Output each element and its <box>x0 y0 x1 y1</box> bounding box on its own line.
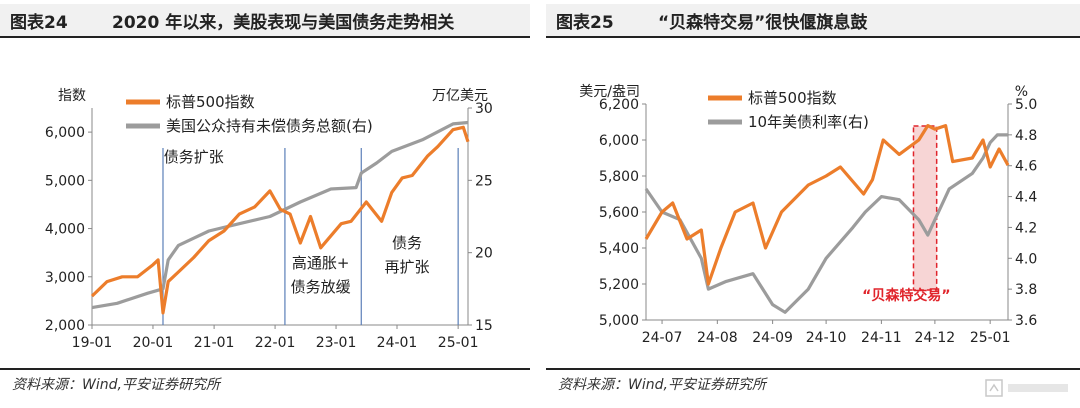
figure-number: 图表24 <box>10 12 68 33</box>
x-tick-label: 24-12 <box>915 330 956 346</box>
figure-title-bar: 图表24 2020 年以来，美股表现与美国债务走势相关 <box>0 4 530 38</box>
x-tick-label: 19-01 <box>72 335 113 351</box>
legend-label: 标普500指数 <box>748 89 837 107</box>
y-axis-label-left: 美元/盎司 <box>579 84 640 100</box>
y-tick-label-left: 5,200 <box>599 277 639 293</box>
y-tick-label-right: 3.8 <box>1015 282 1037 298</box>
y-tick-label-right: 5.0 <box>1015 97 1037 113</box>
chart-panel-right: 图表25 “贝森特交易”很快偃旗息鼓 5,000 5,200 5,400 5,600 5… <box>546 0 1080 408</box>
y-tick-label-left: 3,000 <box>45 270 85 286</box>
y-tick-label-left: 2,000 <box>45 318 85 334</box>
y-tick-label-right: 4.0 <box>1015 251 1037 267</box>
annotation-bessent-trade: “贝森特交易” <box>862 287 950 304</box>
y-axis-label-left: 指数 <box>58 88 86 104</box>
y-tick-label-right: 3.6 <box>1015 313 1037 329</box>
x-tick-label: 24-09 <box>752 330 793 346</box>
y-tick-label-left: 6,000 <box>45 125 85 141</box>
source-note: 资料来源：Wind,平安证券研究所 <box>0 368 530 400</box>
x-tick-label: 22-01 <box>255 335 296 351</box>
y-tick-label-left: 5,600 <box>599 205 639 221</box>
y-tick-label-left: 6,000 <box>599 133 639 149</box>
figure-number: 图表25 <box>556 12 614 33</box>
annotation-re-expansion: 再扩张 <box>385 258 430 276</box>
x-tick-label: 24-11 <box>861 330 902 346</box>
y-tick-label-right: 4.2 <box>1015 220 1037 236</box>
y-axis-label-right: % <box>1015 84 1028 100</box>
y-axis-label-right: 万亿美元 <box>432 88 488 104</box>
annotation-debt: 债务 <box>392 234 422 252</box>
x-tick-label: 24-10 <box>806 330 847 346</box>
legend-label: 美国公众持有未偿债务总额(右) <box>166 117 373 135</box>
x-tick-label: 24-08 <box>697 330 738 346</box>
y-tick-label-left: 5,000 <box>599 313 639 329</box>
series-line <box>644 123 1010 286</box>
highlight-box <box>912 125 938 291</box>
y-tick-label-right: 4.8 <box>1015 128 1037 144</box>
y-tick-label-right: 20 <box>475 246 493 262</box>
chart-panel-left: 图表24 2020 年以来，美股表现与美国债务走势相关 2,000 3,000 4,… <box>0 0 530 408</box>
y-tick-label-right: 15 <box>475 318 493 334</box>
x-tick-label: 20-01 <box>133 335 174 351</box>
watermark-logo <box>984 376 1074 400</box>
x-tick-label: 21-01 <box>194 335 235 351</box>
annotation-debt-expansion: 债务扩张 <box>164 148 224 166</box>
y-tick-label-right: 25 <box>475 173 493 189</box>
annotation-debt-slowdown: 债务放缓 <box>291 278 351 296</box>
watermark-icon <box>985 379 1068 397</box>
x-tick-label: 24-07 <box>642 330 683 346</box>
x-tick-label: 24-01 <box>377 335 418 351</box>
y-tick-label-right: 4.6 <box>1015 159 1037 175</box>
source-note: 资料来源：Wind,平安证券研究所 <box>546 368 1080 400</box>
y-tick-label-right: 4.4 <box>1015 190 1037 206</box>
series-line <box>91 120 469 310</box>
chart-right-svg: 5,000 5,200 5,400 5,600 5,800 6,000 6,200 3.6 3.… <box>579 84 1037 346</box>
x-tick-label: 23-01 <box>316 335 357 351</box>
y-tick-label-left: 4,000 <box>45 222 85 238</box>
figure-title: “贝森特交易”很快偃旗息鼓 <box>658 12 868 33</box>
x-tick-label: 25-01 <box>438 335 479 351</box>
x-tick-label: 25-01 <box>970 330 1011 346</box>
figure-title: 2020 年以来，美股表现与美国债务走势相关 <box>112 12 455 33</box>
chart-left-svg: 2,000 3,000 4,000 5,000 6,000 15 20 25 30 19-01 20… <box>45 88 493 351</box>
y-tick-label-left: 5,400 <box>599 241 639 257</box>
y-tick-label-left: 5,800 <box>599 169 639 185</box>
figure-title-bar: 图表25 “贝森特交易”很快偃旗息鼓 <box>546 4 1080 38</box>
legend-label: 10年美债利率(右) <box>748 113 869 131</box>
y-tick-label-left: 5,000 <box>45 173 85 189</box>
y-tick-label-left: 6,200 <box>599 97 639 113</box>
legend-label: 标普500指数 <box>166 93 255 111</box>
y-tick-label-right: 30 <box>475 101 493 117</box>
annotation-inflation: 高通胀+ <box>292 254 350 272</box>
series-line <box>90 125 470 315</box>
